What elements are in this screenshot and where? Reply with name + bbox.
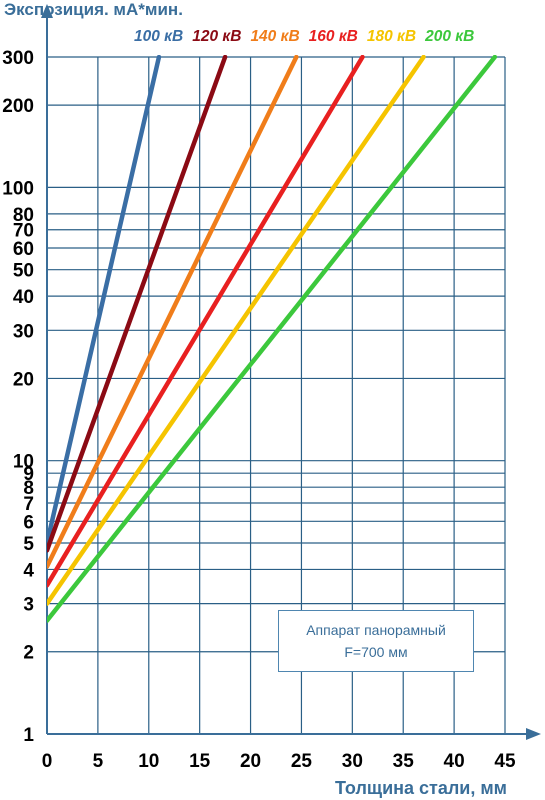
note-line-2: F=700 мм xyxy=(344,644,408,660)
y-tick-label: 30 xyxy=(13,321,34,342)
y-tick-label: 300 xyxy=(2,48,34,69)
y-tick-label: 8 xyxy=(23,478,34,499)
y-tick-label: 5 xyxy=(23,534,34,555)
y-tick-label: 80 xyxy=(13,205,34,226)
y-tick-label: 200 xyxy=(2,96,34,117)
x-tick-label: 10 xyxy=(138,751,159,772)
x-tick-label: 25 xyxy=(291,751,313,772)
x-tick-label: 15 xyxy=(189,751,211,772)
y-tick-label: 4 xyxy=(23,560,34,581)
y-tick-label: 7 xyxy=(23,494,34,515)
y-tick-label: 20 xyxy=(13,369,34,390)
y-tick-label: 10 xyxy=(13,452,34,473)
y-tick-label: 60 xyxy=(13,239,34,260)
y-tick-label: 50 xyxy=(13,261,34,282)
x-axis-title: Толщина стали, мм xyxy=(335,778,507,798)
y-tick-label: 40 xyxy=(13,287,34,308)
note-line-1: Аппарат панорамный xyxy=(306,622,446,638)
x-tick-label: 5 xyxy=(93,751,104,772)
x-tick-label: 40 xyxy=(444,751,465,772)
x-axis-arrow xyxy=(526,728,541,740)
legend-item-5: 180 кВ xyxy=(366,28,417,45)
legend-item-2: 120 кВ xyxy=(192,28,242,45)
y-tick-label: 100 xyxy=(2,178,34,199)
series-line-6 xyxy=(47,55,498,623)
y-axis-arrow xyxy=(41,4,53,18)
note-box: Аппарат панорамный F=700 мм xyxy=(278,610,474,672)
x-tick-label: 30 xyxy=(342,751,363,772)
legend-item-4: 160 кВ xyxy=(308,28,358,45)
y-tick-label: 70 xyxy=(13,221,34,242)
legend-item-6: 200 кВ xyxy=(425,28,475,45)
x-tick-label: 45 xyxy=(494,751,516,772)
series-line-5 xyxy=(47,55,426,606)
legend: 100 кВ 120 кВ 140 кВ 160 кВ 180 кВ 200 кВ xyxy=(134,28,474,46)
x-tick-label: 35 xyxy=(393,751,415,772)
x-tick-label: 0 xyxy=(42,751,53,772)
y-tick-label: 1 xyxy=(23,725,34,746)
series-line-3 xyxy=(47,55,299,569)
legend-item-3: 140 кВ xyxy=(250,28,300,45)
series-line-1 xyxy=(47,55,162,546)
legend-item-1: 100 кВ xyxy=(134,28,184,45)
y-tick-label: 9 xyxy=(23,464,34,485)
series-line-2 xyxy=(47,55,228,553)
series-line-4 xyxy=(47,55,365,588)
y-tick-label: 6 xyxy=(23,512,34,533)
y-tick-label: 3 xyxy=(23,595,34,616)
y-tick-label: 2 xyxy=(23,643,34,664)
x-tick-label: 20 xyxy=(240,751,261,772)
